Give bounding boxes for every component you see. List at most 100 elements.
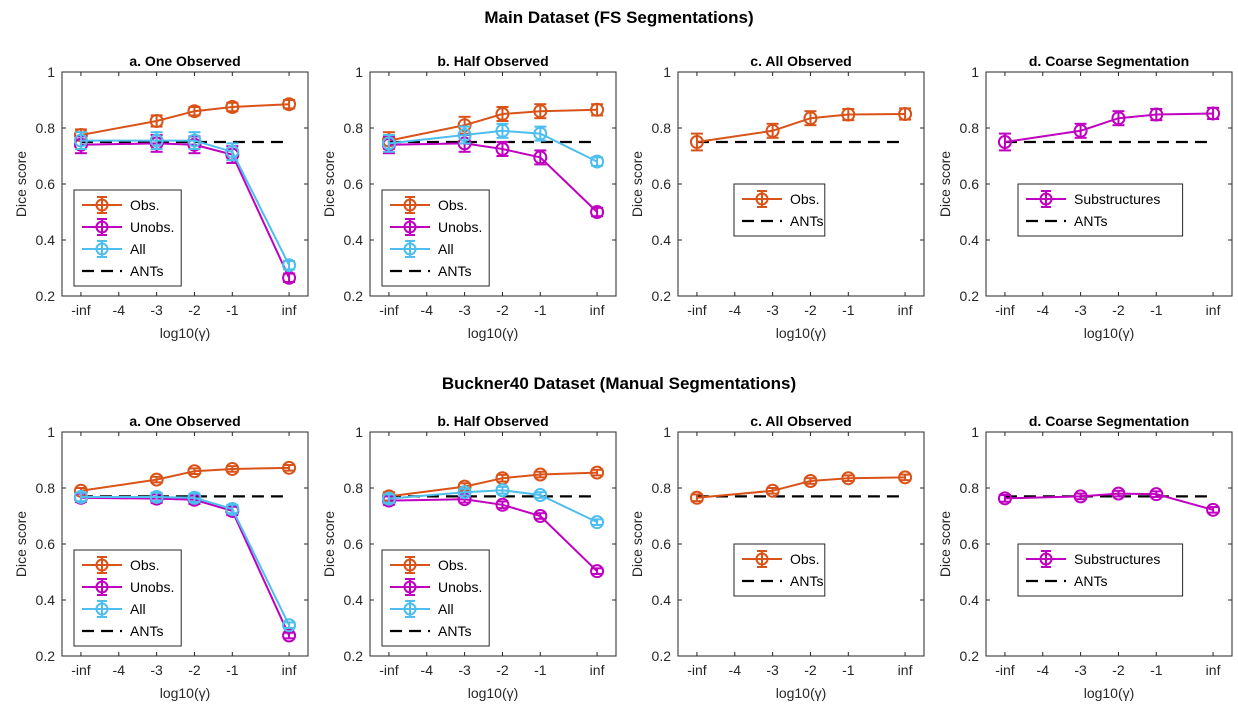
- legend-label: ANTs: [130, 263, 163, 279]
- y-tick-label: 0.6: [36, 536, 56, 552]
- data-point: [187, 464, 202, 479]
- chart-1-1: b. Half Observed 0.2 0.4 0.6 0.8 1 -inf -4 -3 -2 -…: [321, 413, 617, 701]
- x-axis-label: log10(γ): [776, 685, 827, 701]
- y-tick-label: 0.6: [344, 536, 364, 552]
- data-point: [533, 150, 548, 165]
- y-tick-label: 0.8: [960, 480, 980, 496]
- y-tick-label: 0.2: [960, 648, 980, 664]
- x-tick-label: inf: [590, 662, 605, 678]
- data-point: [282, 460, 297, 475]
- x-tick-label: inf: [898, 662, 913, 678]
- data-point: [495, 483, 510, 498]
- y-tick-label: 0.2: [960, 288, 980, 304]
- legend-label: All: [438, 241, 454, 257]
- y-tick-label: 0.4: [960, 232, 980, 248]
- data-point: [765, 123, 780, 138]
- x-tick-label: -4: [113, 662, 126, 678]
- data-point: [590, 564, 605, 579]
- legend-label: ANTs: [438, 263, 471, 279]
- x-tick-label: -1: [226, 302, 239, 318]
- legend-marker: [95, 198, 109, 212]
- y-tick-label: 0.6: [344, 176, 364, 192]
- y-tick-label: 0.2: [652, 648, 672, 664]
- x-tick-label: -1: [842, 662, 855, 678]
- y-tick-label: 0.8: [36, 120, 56, 136]
- chart-title: d. Coarse Segmentation: [1029, 413, 1189, 429]
- y-tick-label: 1: [47, 424, 55, 440]
- legend: Obs. Unobs. All ANTs: [73, 189, 182, 287]
- x-axis-label: log10(γ): [160, 325, 211, 341]
- data-point: [225, 502, 240, 516]
- x-tick-label: -inf: [71, 302, 91, 318]
- data-point: [689, 135, 704, 149]
- data-point: [997, 135, 1012, 149]
- data-point: [590, 102, 605, 117]
- legend-label: ANTs: [1074, 573, 1107, 589]
- y-tick-label: 1: [971, 64, 979, 80]
- chart-title: b. Half Observed: [437, 413, 548, 429]
- data-point: [495, 497, 510, 512]
- x-tick-label: -1: [534, 302, 547, 318]
- legend: Substructures ANTs: [1017, 543, 1184, 597]
- x-tick-label: inf: [1206, 662, 1221, 678]
- x-tick-label: -2: [188, 302, 201, 318]
- x-tick-label: -1: [534, 662, 547, 678]
- x-axis-label: log10(γ): [468, 325, 519, 341]
- data-point: [590, 465, 605, 480]
- y-tick-label: 0.6: [960, 176, 980, 192]
- data-point: [841, 107, 856, 122]
- x-tick-label: -2: [1112, 662, 1125, 678]
- x-axis-label: log10(γ): [1084, 685, 1135, 701]
- y-tick-label: 0.2: [344, 648, 364, 664]
- y-tick-label: 0.8: [960, 120, 980, 136]
- legend: Obs. ANTs: [733, 543, 826, 597]
- legend-label: Unobs.: [130, 219, 174, 235]
- y-tick-label: 1: [971, 424, 979, 440]
- data-point: [187, 490, 202, 505]
- x-tick-label: -3: [766, 662, 779, 678]
- x-tick-label: -4: [729, 662, 742, 678]
- x-tick-label: -1: [1150, 662, 1163, 678]
- chart-1-0: a. One Observed 0.2 0.4 0.6 0.8 1 -inf -4 -3 -2 -1…: [13, 413, 309, 701]
- data-point: [73, 133, 88, 148]
- legend-marker: [755, 552, 769, 566]
- data-point: [841, 471, 856, 486]
- legend-marker: [403, 580, 417, 594]
- x-tick-label: -1: [226, 662, 239, 678]
- chart-0-0: a. One Observed 0.2 0.4 0.6 0.8 1 -inf -4 -3 -2 -1…: [13, 53, 309, 341]
- x-tick-label: -4: [421, 662, 434, 678]
- y-axis-label: Dice score: [629, 151, 645, 217]
- x-tick-label: -4: [729, 302, 742, 318]
- data-point: [457, 128, 472, 142]
- x-tick-label: -inf: [379, 302, 399, 318]
- data-point: [282, 628, 297, 643]
- data-point: [1073, 489, 1088, 504]
- data-point: [225, 144, 240, 159]
- y-axis-label: Dice score: [13, 151, 29, 217]
- y-tick-label: 0.6: [960, 536, 980, 552]
- y-tick-label: 0.8: [652, 480, 672, 496]
- legend-label: ANTs: [130, 623, 163, 639]
- legend-label: Unobs.: [438, 219, 482, 235]
- y-tick-label: 0.4: [960, 592, 980, 608]
- y-tick-label: 0.4: [652, 232, 672, 248]
- legend-marker: [95, 580, 109, 594]
- chart-1-2: c. All Observed 0.2 0.4 0.6 0.8 1 -inf -4 -3 -2 -1…: [629, 413, 925, 701]
- legend-label: All: [438, 601, 454, 617]
- legend-label: Obs.: [438, 197, 468, 213]
- legend-marker: [1039, 192, 1053, 206]
- y-tick-label: 0.2: [36, 288, 56, 304]
- y-tick-label: 1: [663, 424, 671, 440]
- legend: Obs. Unobs. All ANTs: [73, 549, 182, 647]
- data-point: [457, 485, 472, 500]
- chart-title: a. One Observed: [129, 413, 240, 429]
- chart-1-3: d. Coarse Segmentation 0.2 0.4 0.6 0.8 1 -inf -…: [937, 413, 1233, 701]
- data-point: [149, 114, 164, 128]
- data-point: [225, 100, 240, 114]
- y-axis-label: Dice score: [321, 511, 337, 577]
- y-tick-label: 0.4: [36, 592, 56, 608]
- x-tick-label: -3: [458, 662, 471, 678]
- y-tick-label: 0.2: [652, 288, 672, 304]
- x-tick-label: -inf: [687, 302, 707, 318]
- data-point: [495, 107, 510, 121]
